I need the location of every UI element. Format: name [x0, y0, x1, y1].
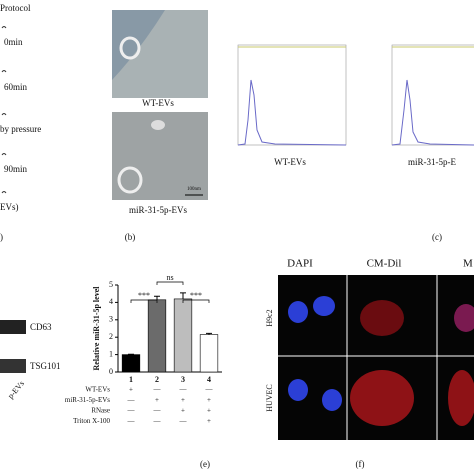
protocol-text: 60min — [4, 82, 28, 92]
y-tick-label: 2 — [109, 332, 113, 341]
nucleus — [313, 296, 335, 316]
panel-a: Protocol 0min 60min by pressure 90min EV… — [0, 3, 41, 242]
nucleus — [322, 389, 342, 411]
panel-label: (f) — [356, 459, 365, 469]
significance-label: *** — [190, 291, 202, 300]
merge — [448, 370, 474, 426]
panel-label: ) — [0, 232, 3, 242]
scale-text: 100nm — [187, 187, 201, 192]
vesicle — [151, 120, 165, 130]
error-bar — [206, 332, 212, 335]
treatment-sign: + — [207, 417, 211, 425]
y-tick-label: 4 — [109, 297, 113, 306]
caption: miR-31-5p-E — [408, 157, 456, 167]
treatment-sign: — — [127, 407, 136, 415]
treatment-name: WT-EVs — [85, 386, 110, 394]
column-label: M — [463, 258, 473, 270]
blot-band — [0, 359, 26, 373]
blot-band — [0, 320, 26, 334]
significance-bracket — [130, 299, 158, 303]
treatment-sign: — — [205, 386, 214, 394]
treatment-sign: + — [207, 407, 211, 415]
panel-f: DAPI CM-Dil M H9c2 HUVEC (f) — [265, 258, 474, 469]
significance-label: *** — [138, 291, 150, 300]
significance-label: ns — [166, 273, 173, 282]
bar — [147, 299, 167, 373]
treatment-name: miR-31-5p-EVs — [65, 396, 110, 404]
treatment-sign: + — [207, 396, 211, 404]
band-label: CD63 — [30, 322, 52, 332]
panel-label: (b) — [125, 232, 136, 242]
row-label: H9c2 — [265, 309, 274, 326]
y-tick-label: 3 — [109, 315, 113, 324]
nta-curve — [391, 79, 474, 146]
nta-plot — [237, 44, 347, 146]
y-tick-label: 5 — [109, 280, 113, 289]
treatment-sign: + — [155, 396, 159, 404]
y-tick-label: 0 — [109, 367, 113, 376]
panel-c: WT-EVs miR-31-5p-E (c) — [237, 44, 474, 242]
panel-d: CD63 TSG101 p-EVs — [0, 320, 61, 400]
caption: WT-EVs — [142, 98, 174, 108]
treatment-sign: + — [129, 386, 133, 394]
treatment-sign: — — [153, 417, 162, 425]
vesicle — [119, 36, 141, 60]
stain — [360, 300, 404, 336]
nta-curve — [237, 79, 347, 146]
column-label: CM-Dil — [367, 258, 402, 270]
treatment-sign: — — [127, 396, 136, 404]
protocol-text: EVs) — [0, 202, 19, 212]
y-axis-label: Relative miR-31-5p level — [92, 286, 101, 371]
arrow — [1, 26, 7, 194]
lane-label: p-EVs — [6, 379, 26, 400]
caption: WT-EVs — [274, 157, 306, 167]
band-label: TSG101 — [30, 361, 61, 371]
panel-label: (e) — [200, 459, 210, 469]
stain — [350, 370, 414, 426]
protocol-text: by pressure — [0, 124, 41, 134]
treatment-sign: + — [181, 407, 185, 415]
merge — [454, 304, 474, 332]
protocol-text: 90min — [4, 164, 28, 174]
category-label: 4 — [207, 375, 211, 384]
caption: miR-31-5p-EVs — [129, 205, 187, 215]
bar — [173, 298, 193, 373]
protocol-text: Protocol — [0, 3, 31, 13]
treatment-sign: — — [127, 417, 136, 425]
treatment-sign: + — [181, 396, 185, 404]
panel-label: (c) — [432, 232, 442, 242]
treatment-sign: — — [179, 417, 188, 425]
treatment-sign: — — [179, 386, 188, 394]
nta-plot — [391, 44, 474, 146]
vesicle — [117, 166, 143, 194]
treatment-name: Triton X-100 — [73, 417, 110, 425]
error-bar — [180, 292, 186, 299]
significance-bracket — [156, 281, 184, 285]
error-bar — [154, 295, 160, 300]
significance-bracket — [182, 299, 210, 303]
category-label: 2 — [155, 375, 159, 384]
y-tick-label: 1 — [109, 349, 113, 358]
protocol-text: 0min — [4, 37, 23, 47]
nucleus — [288, 379, 308, 401]
treatment-sign: — — [153, 407, 162, 415]
treatment-name: RNase — [91, 407, 110, 415]
nucleus — [288, 301, 308, 323]
row-label: HUVEC — [265, 384, 274, 412]
category-label: 3 — [181, 375, 185, 384]
column-label: DAPI — [287, 258, 313, 270]
category-label: 1 — [129, 375, 133, 384]
treatment-sign: — — [153, 386, 162, 394]
bar — [121, 354, 141, 373]
bar — [199, 334, 219, 373]
panel-b: WT-EVs 100nm miR-31-5p-EVs (b) — [112, 10, 208, 242]
